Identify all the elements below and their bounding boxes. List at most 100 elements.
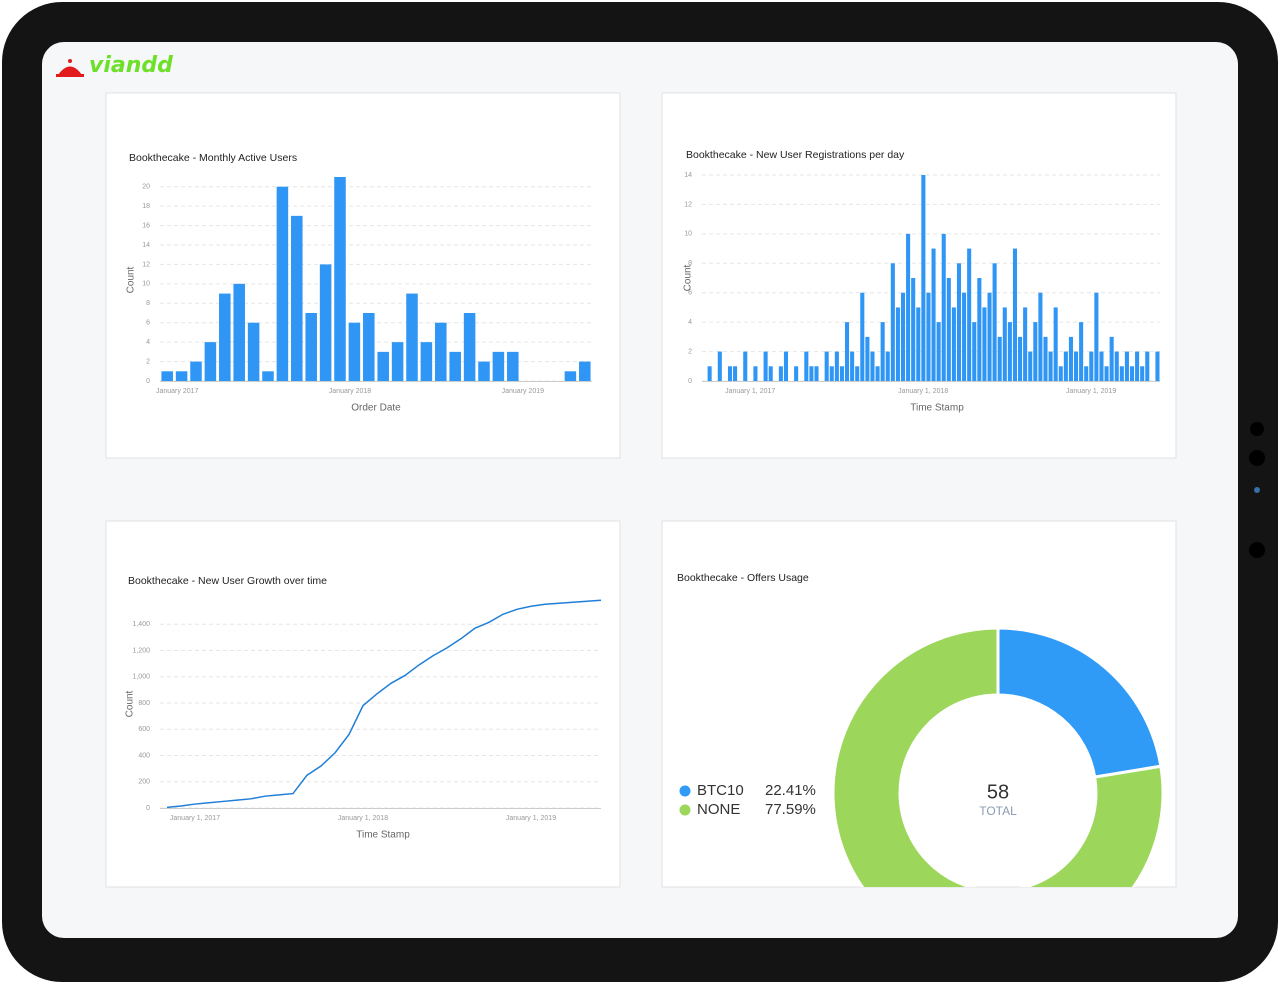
- y-tick-label: 6: [146, 320, 150, 327]
- bar: [276, 186, 289, 381]
- bar: [855, 366, 860, 381]
- card: [105, 92, 621, 459]
- bar: [435, 322, 447, 381]
- chart-title: Bookthecake - Offers Usage: [677, 572, 809, 584]
- y-tick-label: 0: [146, 805, 150, 812]
- bar: [956, 263, 962, 381]
- bar: [564, 371, 577, 381]
- x-tick-label: January 2017: [156, 388, 199, 395]
- x-tick-label: January 1, 2019: [1066, 388, 1116, 395]
- bar: [1155, 351, 1160, 381]
- bar: [926, 292, 931, 381]
- bar: [463, 313, 476, 381]
- x-axis-label: Time Stamp: [910, 403, 964, 414]
- donut-slice: [996, 626, 1163, 779]
- bar: [1063, 351, 1068, 381]
- bar: [809, 366, 814, 381]
- bar: [783, 351, 789, 381]
- bar: [941, 233, 946, 381]
- bar: [1124, 351, 1129, 381]
- bar: [1104, 366, 1109, 381]
- bar: [1038, 292, 1043, 381]
- bar: [951, 307, 956, 381]
- y-tick-label: 18: [142, 203, 150, 210]
- x-tick-label: January 1, 2017: [170, 815, 220, 822]
- bar: [247, 322, 260, 381]
- y-tick-label: 8: [688, 260, 692, 267]
- bar: [1012, 248, 1018, 381]
- bar: [1068, 336, 1073, 381]
- y-tick-label: 8: [146, 300, 150, 307]
- y-tick-label: 0: [146, 378, 150, 385]
- bar: [1094, 292, 1099, 381]
- bar: [420, 342, 433, 381]
- y-tick-label: 14: [142, 242, 150, 249]
- bar: [391, 342, 404, 381]
- y-tick-label: 200: [138, 779, 150, 786]
- bar: [262, 371, 274, 381]
- x-tick-label: January 2018: [329, 388, 372, 395]
- bar: [579, 361, 591, 381]
- bar: [936, 322, 941, 381]
- bar: [768, 366, 773, 381]
- side-buttons: [1249, 422, 1265, 558]
- bar: [204, 342, 217, 381]
- bar: [175, 371, 188, 381]
- chart-title: Bookthecake - New User Registrations per…: [686, 149, 905, 161]
- bar: [962, 292, 967, 381]
- y-tick-label: 12: [142, 261, 150, 268]
- bar: [834, 351, 839, 381]
- bar: [1007, 322, 1012, 381]
- card: [105, 520, 621, 888]
- bar: [707, 366, 712, 381]
- donut: [831, 626, 1165, 887]
- x-tick-label: January 1, 2017: [725, 388, 775, 395]
- bar: [972, 322, 977, 381]
- legend-value: 77.59%: [765, 801, 816, 818]
- bar: [850, 351, 855, 381]
- bar: [997, 336, 1002, 381]
- y-tick-label: 12: [684, 201, 692, 208]
- bar: [161, 371, 173, 381]
- bar: [1079, 322, 1084, 381]
- bar: [906, 233, 911, 381]
- y-tick-label: 1,400: [132, 621, 150, 628]
- bar: [860, 292, 865, 381]
- chart-title: Bookthecake - Monthly Active Users: [129, 152, 297, 164]
- x-tick-label: January 1, 2019: [506, 815, 556, 822]
- y-tick-label: 4: [146, 339, 150, 346]
- bar: [1023, 307, 1028, 381]
- bar: [982, 307, 987, 381]
- bar: [305, 313, 317, 381]
- bar: [900, 292, 906, 381]
- legend-swatch: [679, 804, 691, 816]
- bar: [1043, 336, 1048, 381]
- bar: [1002, 307, 1007, 381]
- bar: [727, 366, 733, 381]
- bar: [334, 177, 346, 381]
- donut-slice: [831, 626, 1165, 887]
- bar: [916, 307, 921, 381]
- bar: [763, 351, 768, 381]
- y-tick-label: 20: [142, 184, 150, 191]
- bar: [921, 175, 926, 381]
- bar: [190, 361, 202, 381]
- bar: [291, 215, 303, 381]
- bar: [885, 351, 890, 381]
- line: [166, 599, 602, 809]
- bar: [987, 292, 992, 381]
- bar: [875, 366, 880, 381]
- bar: [870, 351, 875, 381]
- x-tick-label: January 1, 2018: [338, 815, 388, 822]
- bar: [1028, 351, 1033, 381]
- y-tick-label: 800: [138, 700, 150, 707]
- bar: [753, 366, 758, 381]
- y-tick-label: 1,200: [132, 647, 150, 654]
- bar: [1089, 351, 1094, 381]
- total-label: TOTAL: [979, 804, 1017, 818]
- bar: [865, 336, 870, 381]
- y-tick-label: 400: [138, 752, 150, 759]
- x-axis-label: Time Stamp: [356, 830, 410, 841]
- y-axis-label: Count: [126, 266, 137, 293]
- bar: [804, 351, 809, 381]
